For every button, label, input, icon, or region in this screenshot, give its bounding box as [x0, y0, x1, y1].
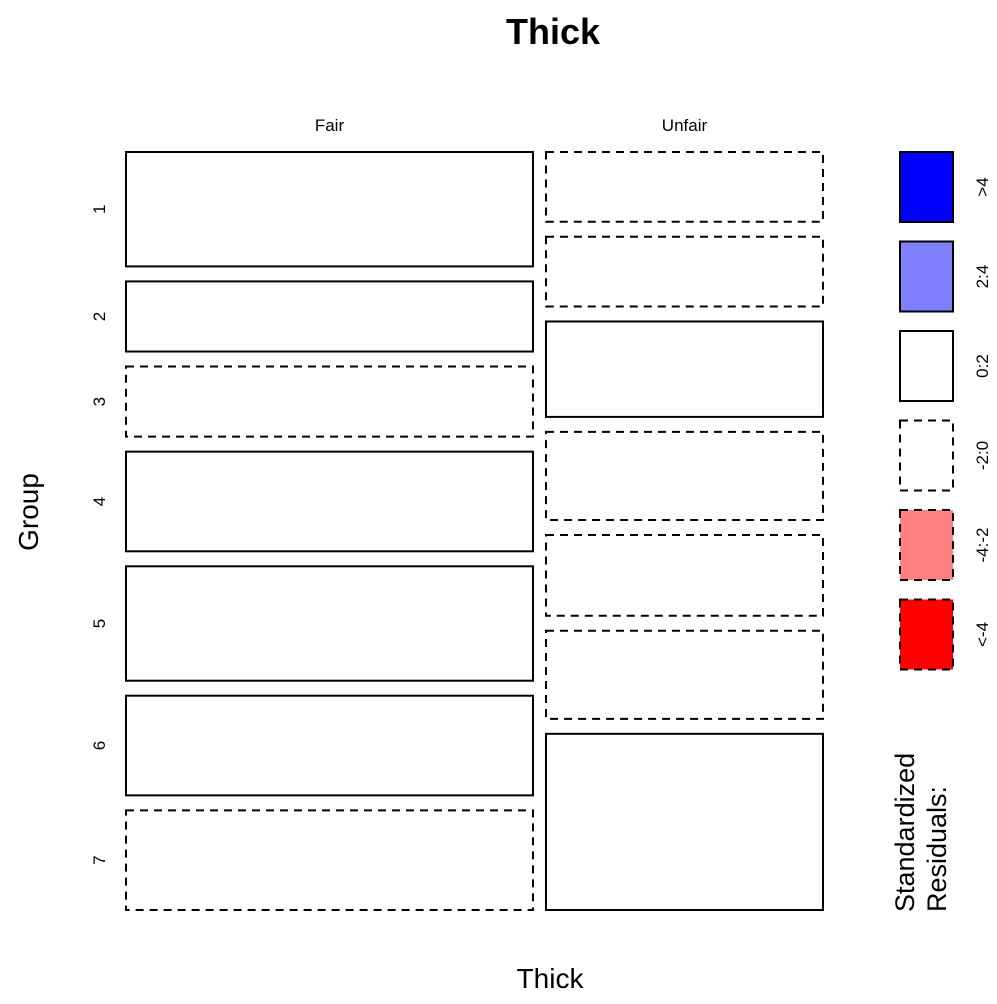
mosaic-tile [125, 694, 534, 797]
mosaic-tile [544, 151, 824, 223]
legend: >4 2:4 0:2 -2:0 -4:-2 <-4 Standardized Residu… [890, 151, 992, 912]
column-labels: Fair Unfair [315, 116, 708, 135]
row-label: 4 [90, 497, 109, 506]
legend-title-line1: Standardized [890, 753, 920, 912]
column-label: Unfair [662, 116, 708, 135]
row-label: 1 [90, 204, 109, 213]
mosaic-tile [544, 533, 824, 617]
row-labels: 1 2 3 4 5 6 7 [90, 204, 109, 864]
row-label: 2 [90, 312, 109, 321]
column-label: Fair [315, 116, 345, 135]
row-label: 6 [90, 741, 109, 750]
mosaic-tile [544, 732, 824, 911]
legend-title-line2: Residuals: [922, 786, 952, 912]
row-label: 3 [90, 397, 109, 406]
chart-title: Thick [506, 11, 601, 52]
mosaic-tile [544, 320, 824, 418]
legend-label: >4 [973, 177, 992, 196]
mosaic-tile [125, 450, 534, 553]
mosaic-tile [544, 235, 824, 308]
row-label: 7 [90, 855, 109, 864]
legend-swatch [899, 151, 954, 223]
legend-swatch [899, 330, 954, 402]
legend-swatch [899, 509, 954, 581]
mosaic-tile [544, 430, 824, 521]
mosaic-tile [125, 565, 534, 682]
legend-label: 2:4 [973, 265, 992, 289]
legend-swatch [899, 240, 954, 313]
x-axis-label: Thick [517, 963, 585, 994]
legend-label: <-4 [973, 622, 992, 647]
mosaic-tile [125, 809, 534, 911]
legend-swatch [899, 598, 954, 671]
legend-label: 0:2 [973, 354, 992, 378]
row-label: 5 [90, 619, 109, 628]
legend-swatch [899, 419, 954, 492]
mosaic-tile [125, 151, 534, 268]
mosaic-tile [544, 629, 824, 720]
y-axis-label: Group [13, 473, 44, 551]
legend-label: -4:-2 [973, 528, 992, 563]
mosaic-tiles [125, 151, 824, 911]
mosaic-tile [125, 280, 534, 353]
legend-label: -2:0 [973, 441, 992, 470]
mosaic-tile [125, 365, 534, 438]
legend-items: >4 2:4 0:2 -2:0 -4:-2 <-4 [899, 151, 992, 671]
